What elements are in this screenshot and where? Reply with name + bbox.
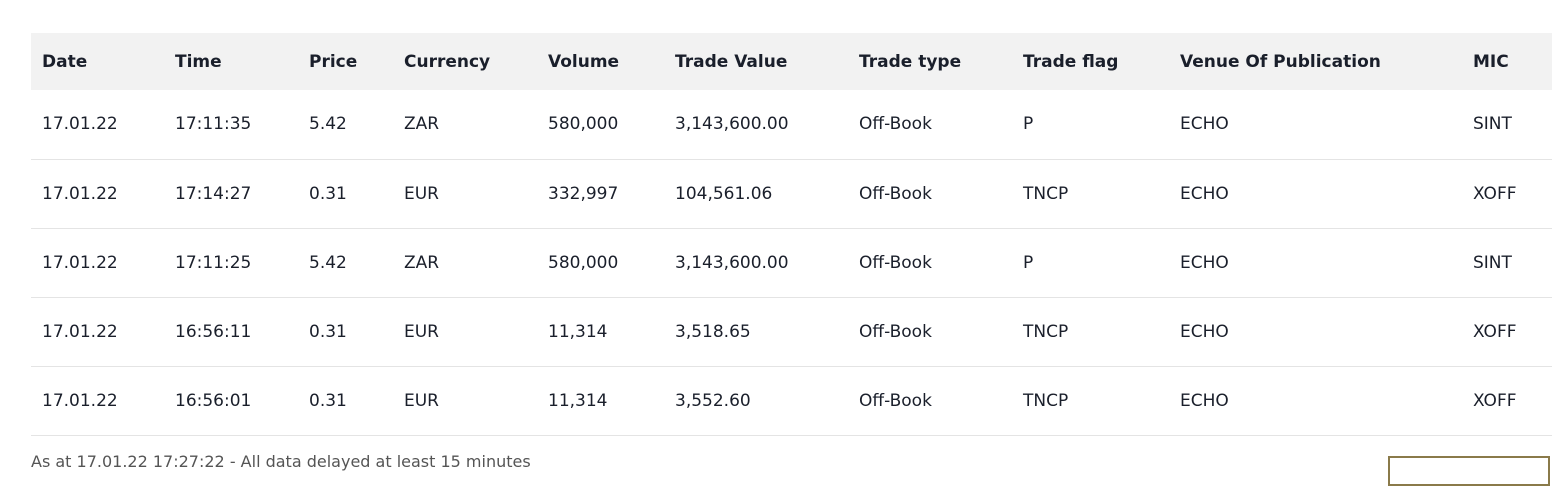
- cell-venue: ECHO: [1180, 114, 1229, 135]
- column-header-price[interactable]: Price: [309, 51, 358, 72]
- cell-time: 16:56:11: [175, 321, 252, 342]
- cell-date: 17.01.22: [42, 183, 118, 204]
- column-header-trade-value[interactable]: Trade Value: [675, 51, 788, 72]
- cell-mic: XOFF: [1473, 183, 1517, 204]
- cell-date: 17.01.22: [42, 114, 118, 135]
- column-header-mic[interactable]: MIC: [1473, 51, 1509, 72]
- cell-venue: ECHO: [1180, 252, 1229, 273]
- load-more-button[interactable]: [1388, 456, 1550, 486]
- table-row: 17.01.22 16:56:01 0.31 EUR 11,314 3,552.…: [31, 366, 1552, 435]
- cell-date: 17.01.22: [42, 321, 118, 342]
- cell-currency: ZAR: [404, 114, 440, 135]
- cell-volume: 580,000: [548, 114, 619, 135]
- cell-trade-type: Off-Book: [859, 114, 932, 135]
- table-row: 17.01.22 16:56:11 0.31 EUR 11,314 3,518.…: [31, 297, 1552, 366]
- cell-trade-value: 3,143,600.00: [675, 114, 789, 135]
- cell-date: 17.01.22: [42, 390, 118, 411]
- cell-trade-value: 3,518.65: [675, 321, 751, 342]
- cell-mic: XOFF: [1473, 321, 1517, 342]
- cell-mic: XOFF: [1473, 390, 1517, 411]
- cell-trade-type: Off-Book: [859, 252, 932, 273]
- cell-trade-flag: TNCP: [1023, 183, 1069, 204]
- column-header-trade-flag[interactable]: Trade flag: [1023, 51, 1119, 72]
- cell-volume: 11,314: [548, 321, 608, 342]
- cell-venue: ECHO: [1180, 321, 1229, 342]
- cell-price: 5.42: [309, 114, 347, 135]
- column-header-trade-type[interactable]: Trade type: [859, 51, 962, 72]
- cell-time: 17:11:25: [175, 252, 252, 273]
- trades-table: Date Time Price Currency Volume Trade Va…: [31, 33, 1552, 436]
- table-row: 17.01.22 17:11:25 5.42 ZAR 580,000 3,143…: [31, 228, 1552, 297]
- cell-time: 17:14:27: [175, 183, 252, 204]
- cell-mic: SINT: [1473, 252, 1512, 273]
- cell-currency: EUR: [404, 183, 439, 204]
- cell-trade-type: Off-Book: [859, 321, 932, 342]
- cell-trade-flag: TNCP: [1023, 321, 1069, 342]
- cell-time: 17:11:35: [175, 114, 252, 135]
- cell-volume: 11,314: [548, 390, 608, 411]
- cell-price: 0.31: [309, 183, 347, 204]
- cell-currency: EUR: [404, 390, 439, 411]
- table-header-row: Date Time Price Currency Volume Trade Va…: [31, 33, 1552, 90]
- cell-currency: ZAR: [404, 252, 440, 273]
- cell-trade-type: Off-Book: [859, 390, 932, 411]
- cell-trade-value: 3,143,600.00: [675, 252, 789, 273]
- cell-trade-type: Off-Book: [859, 183, 932, 204]
- column-header-currency[interactable]: Currency: [404, 51, 491, 72]
- cell-date: 17.01.22: [42, 252, 118, 273]
- table-row: 17.01.22 17:14:27 0.31 EUR 332,997 104,5…: [31, 159, 1552, 228]
- cell-volume: 580,000: [548, 252, 619, 273]
- cell-trade-flag: P: [1023, 252, 1034, 273]
- cell-trade-value: 104,561.06: [675, 183, 773, 204]
- cell-price: 0.31: [309, 390, 347, 411]
- table-row: 17.01.22 17:11:35 5.42 ZAR 580,000 3,143…: [31, 90, 1552, 159]
- cell-trade-flag: P: [1023, 114, 1034, 135]
- cell-mic: SINT: [1473, 114, 1512, 135]
- cell-trade-flag: TNCP: [1023, 390, 1069, 411]
- column-header-time[interactable]: Time: [175, 51, 222, 72]
- column-header-date[interactable]: Date: [42, 51, 88, 72]
- cell-currency: EUR: [404, 321, 439, 342]
- cell-price: 5.42: [309, 252, 347, 273]
- cell-venue: ECHO: [1180, 183, 1229, 204]
- cell-volume: 332,997: [548, 183, 619, 204]
- cell-trade-value: 3,552.60: [675, 390, 751, 411]
- cell-time: 16:56:01: [175, 390, 252, 411]
- trades-table-container: Date Time Price Currency Volume Trade Va…: [31, 33, 1552, 436]
- column-header-venue[interactable]: Venue Of Publication: [1180, 51, 1381, 72]
- column-header-volume[interactable]: Volume: [548, 51, 620, 72]
- cell-venue: ECHO: [1180, 390, 1229, 411]
- cell-price: 0.31: [309, 321, 347, 342]
